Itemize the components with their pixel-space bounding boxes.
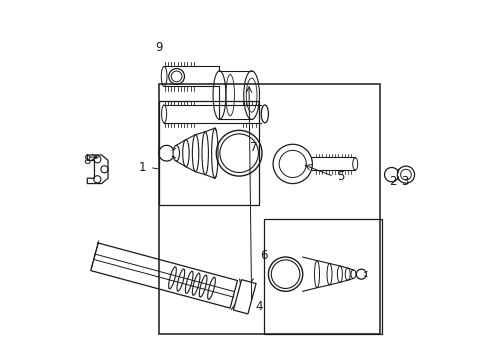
Text: 9: 9: [155, 41, 162, 54]
Text: 7: 7: [249, 141, 257, 154]
Text: 3: 3: [401, 175, 408, 188]
Text: 6: 6: [260, 248, 267, 261]
Text: 5: 5: [337, 170, 344, 183]
Bar: [159, 84, 380, 334]
Text: 4: 4: [255, 300, 262, 313]
Text: 2: 2: [388, 175, 396, 188]
Text: 8: 8: [83, 154, 91, 167]
Bar: [159, 102, 258, 205]
Bar: [233, 280, 256, 314]
Text: 1: 1: [139, 161, 146, 174]
Bar: [264, 219, 381, 334]
